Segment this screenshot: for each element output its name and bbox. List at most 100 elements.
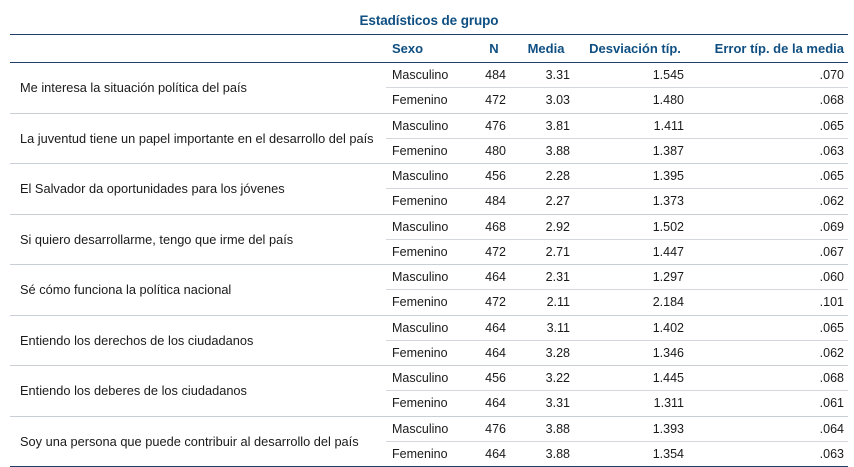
cell-sd: 1.346 [578,340,692,367]
cell-se: .069 [692,214,848,240]
cell-sex: Masculino [386,163,468,190]
row-label: Soy una persona que puede contribuir al … [10,416,386,467]
header-se: Error típ. de la media [714,41,844,56]
cell-n: 480 [468,138,514,165]
cell-n: 484 [468,188,514,215]
cell-mean: 3.03 [514,87,578,114]
cell-sex: Masculino [386,113,468,139]
header-sd: Desviación típ. [589,41,681,56]
cell-sd: 1.354 [578,441,692,467]
cell-se: .065 [692,315,848,341]
cell-se: .062 [692,188,848,215]
cell-mean: 3.31 [514,390,578,417]
cell-sd: 1.402 [578,315,692,341]
cell-mean: 2.92 [514,214,578,240]
cell-n: 476 [468,416,514,442]
table-row: Femenino 464 3.28 1.346.062 [10,340,848,367]
cell-sex: Masculino [386,214,468,240]
cell-sex: Masculino [386,264,468,291]
cell-sd: 1.311 [578,390,692,417]
row-label: Entiendo los deberes de los ciudadanos [10,365,386,417]
table-row: La juventud tiene un papel importante en… [10,113,848,164]
cell-sex: Femenino [386,87,468,114]
cell-mean: 3.81 [514,113,578,139]
cell-n: 476 [468,113,514,139]
cell-mean: 2.11 [514,289,578,316]
table-row: Entiendo los derechos de los ciudadanos M… [10,315,848,366]
cell-sex: Masculino [386,62,468,89]
cell-n: 464 [468,264,514,291]
cell-sd: 1.502 [578,214,692,240]
table-body: Me interesa la situación política del pa… [10,62,848,467]
cell-sd: 1.393 [578,416,692,442]
cell-sex: Femenino [386,441,468,467]
cell-se: .068 [692,365,848,392]
cell-sex: Femenino [386,340,468,367]
cell-mean: 3.88 [514,441,578,467]
table-row: Femenino 484 2.27 1.373.062 [10,188,848,215]
cell-mean: 3.22 [514,365,578,392]
row-label: Entiendo los derechos de los ciudadanos [10,315,386,366]
cell-n: 484 [468,62,514,89]
table-row: El Salvador da oportunidades para los jó… [10,163,848,215]
cell-n: 464 [468,315,514,341]
cell-mean: 3.28 [514,340,578,367]
table-row: Femenino 472 3.03 1.480.068 [10,87,848,114]
cell-sex: Masculino [386,365,468,392]
table-row: Femenino 480 3.88 1.387.063 [10,138,848,165]
cell-n: 472 [468,87,514,114]
cell-mean: 3.88 [514,138,578,165]
group-statistics-table-container: Estadísticos de grupo Sexo N Media Desvi… [10,7,848,467]
cell-se: .063 [692,441,848,467]
cell-se: .070 [692,62,848,89]
cell-n: 464 [468,340,514,367]
table-row: Me interesa la situación política del pa… [10,62,848,114]
group-statistics-table: Sexo N Media Desviación típ. Error típ. … [10,35,848,467]
cell-mean: 2.28 [514,163,578,190]
row-label: Sé cómo funciona la política nacional [10,264,386,316]
cell-mean: 3.11 [514,315,578,341]
cell-mean: 2.27 [514,188,578,215]
cell-sex: Masculino [386,416,468,442]
cell-sd: 1.445 [578,365,692,392]
cell-se: .067 [692,239,848,266]
cell-n: 472 [468,239,514,266]
cell-sd: 1.373 [578,188,692,215]
cell-n: 468 [468,214,514,240]
cell-sd: 1.387 [578,138,692,165]
cell-sex: Femenino [386,138,468,165]
cell-sex: Femenino [386,390,468,417]
row-label: Me interesa la situación política del pa… [10,62,386,114]
cell-se: .062 [692,340,848,367]
row-label: La juventud tiene un papel importante en… [10,113,386,164]
cell-sex: Masculino [386,315,468,341]
cell-se: .065 [692,113,848,139]
table-row: Femenino 464 3.31 1.311.061 [10,390,848,417]
cell-n: 456 [468,163,514,190]
cell-sd: 2.184 [578,289,692,316]
header-n: N [489,41,499,56]
table-row: Entiendo los deberes de los ciudadanos Ma… [10,365,848,417]
table-row: Soy una persona que puede contribuir al … [10,416,848,467]
header-mean: Media [527,41,565,56]
cell-se: .064 [692,416,848,442]
cell-sex: Femenino [386,289,468,316]
table-row: Femenino 472 2.71 1.447.067 [10,239,848,266]
cell-se: .068 [692,87,848,114]
cell-sd: 1.447 [578,239,692,266]
cell-se: .061 [692,390,848,417]
header-sex: Sexo [392,41,424,56]
cell-n: 464 [468,390,514,417]
cell-se: .060 [692,264,848,291]
row-label: Si quiero desarrollarme, tengo que irme … [10,214,386,265]
cell-se: .101 [692,289,848,316]
cell-sd: 1.395 [578,163,692,190]
row-label: El Salvador da oportunidades para los jó… [10,163,386,215]
cell-sd: 1.411 [578,113,692,139]
cell-mean: 3.88 [514,416,578,442]
cell-sd: 1.545 [578,62,692,89]
header-blank [10,35,386,63]
cell-n: 472 [468,289,514,316]
cell-sex: Femenino [386,188,468,215]
cell-se: .063 [692,138,848,165]
